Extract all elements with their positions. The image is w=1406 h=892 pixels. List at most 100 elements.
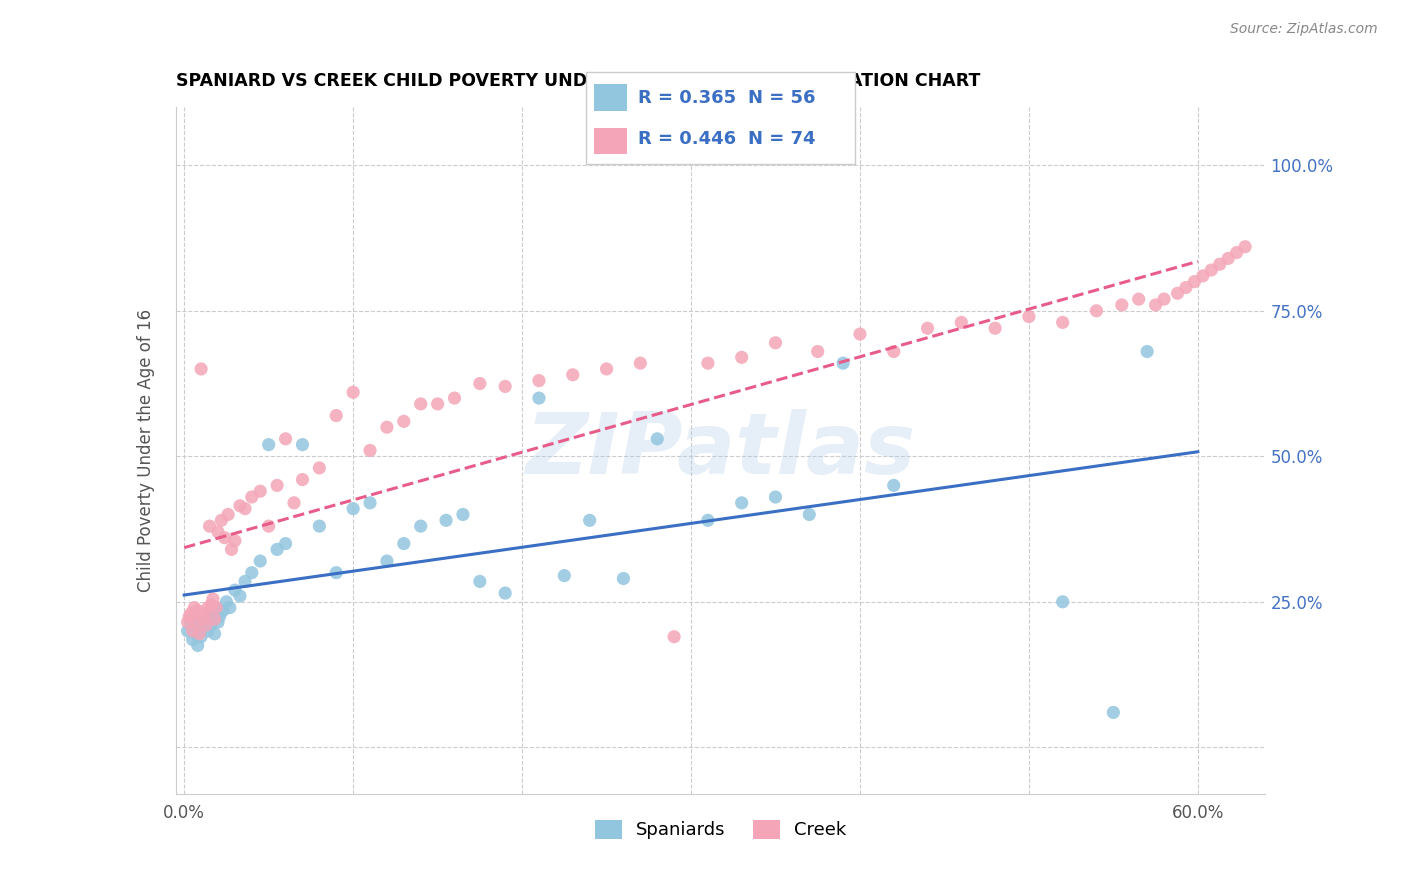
Point	[342, 501, 364, 516]
Point	[181, 632, 204, 647]
Point	[1192, 268, 1215, 283]
Point	[342, 385, 364, 400]
Point	[950, 315, 973, 329]
Point	[197, 600, 219, 615]
Point	[181, 624, 204, 638]
Point	[274, 536, 297, 550]
Point	[205, 600, 228, 615]
Point	[218, 600, 240, 615]
Text: R = 0.365: R = 0.365	[638, 88, 737, 106]
Point	[696, 513, 718, 527]
Point	[359, 496, 381, 510]
Point	[224, 583, 246, 598]
Point	[696, 356, 718, 370]
Point	[187, 639, 209, 653]
Point	[799, 508, 821, 522]
Bar	[595, 85, 627, 111]
Point	[187, 603, 209, 617]
Point	[205, 600, 228, 615]
Point	[184, 627, 207, 641]
Point	[1218, 252, 1240, 266]
Point	[325, 566, 347, 580]
Point	[274, 432, 297, 446]
Point	[183, 612, 205, 626]
Point	[176, 624, 198, 638]
Point	[1153, 292, 1175, 306]
Legend: Spaniards, Creek: Spaniards, Creek	[588, 813, 853, 847]
Point	[1167, 286, 1189, 301]
Point	[229, 499, 252, 513]
Point	[204, 612, 226, 626]
Point	[180, 607, 202, 621]
Point	[359, 443, 381, 458]
Point	[233, 501, 256, 516]
Point	[984, 321, 1007, 335]
Text: N = 74: N = 74	[748, 130, 815, 148]
Point	[451, 508, 474, 522]
Point	[426, 397, 449, 411]
Point	[731, 351, 754, 365]
Point	[561, 368, 583, 382]
Point	[434, 513, 457, 527]
Point	[308, 519, 330, 533]
Point	[207, 615, 229, 630]
Point	[662, 630, 685, 644]
Point	[249, 554, 271, 568]
Point	[184, 615, 207, 630]
Point	[233, 574, 256, 589]
Point	[1128, 292, 1150, 306]
Point	[176, 615, 198, 630]
Point	[849, 326, 872, 341]
Point	[325, 409, 347, 423]
Point	[195, 618, 218, 632]
Point	[188, 618, 211, 632]
Point	[266, 542, 288, 557]
Point	[1102, 706, 1125, 720]
Text: Source: ZipAtlas.com: Source: ZipAtlas.com	[1230, 22, 1378, 37]
Point	[468, 574, 491, 589]
Point	[1175, 280, 1198, 294]
Point	[201, 612, 224, 626]
Point	[193, 609, 215, 624]
Point	[179, 609, 201, 624]
Point	[204, 627, 226, 641]
Point	[595, 362, 617, 376]
Text: R = 0.446: R = 0.446	[638, 130, 737, 148]
Point	[221, 542, 243, 557]
Point	[257, 437, 280, 451]
Point	[527, 374, 550, 388]
Text: N = 56: N = 56	[748, 88, 815, 106]
Point	[212, 603, 235, 617]
Point	[188, 627, 211, 641]
Point	[283, 496, 305, 510]
Point	[200, 598, 222, 612]
Point	[1136, 344, 1159, 359]
Point	[191, 621, 214, 635]
Point	[765, 335, 787, 350]
Point	[468, 376, 491, 391]
Point	[240, 490, 263, 504]
FancyBboxPatch shape	[586, 72, 855, 164]
Text: SPANIARD VS CREEK CHILD POVERTY UNDER THE AGE OF 16 CORRELATION CHART: SPANIARD VS CREEK CHILD POVERTY UNDER TH…	[176, 72, 980, 90]
Point	[612, 572, 634, 586]
Point	[1226, 245, 1249, 260]
Bar	[595, 128, 627, 153]
Point	[291, 473, 314, 487]
Point	[917, 321, 939, 335]
Point	[494, 586, 516, 600]
Point	[392, 536, 415, 550]
Point	[1085, 303, 1108, 318]
Point	[645, 432, 668, 446]
Point	[553, 568, 575, 582]
Point	[180, 615, 202, 630]
Point	[883, 344, 905, 359]
Point	[527, 391, 550, 405]
Point	[1201, 263, 1223, 277]
Point	[765, 490, 787, 504]
Point	[240, 566, 263, 580]
Point	[409, 397, 432, 411]
Point	[198, 607, 221, 621]
Point	[197, 624, 219, 638]
Point	[214, 531, 236, 545]
Point	[191, 612, 214, 626]
